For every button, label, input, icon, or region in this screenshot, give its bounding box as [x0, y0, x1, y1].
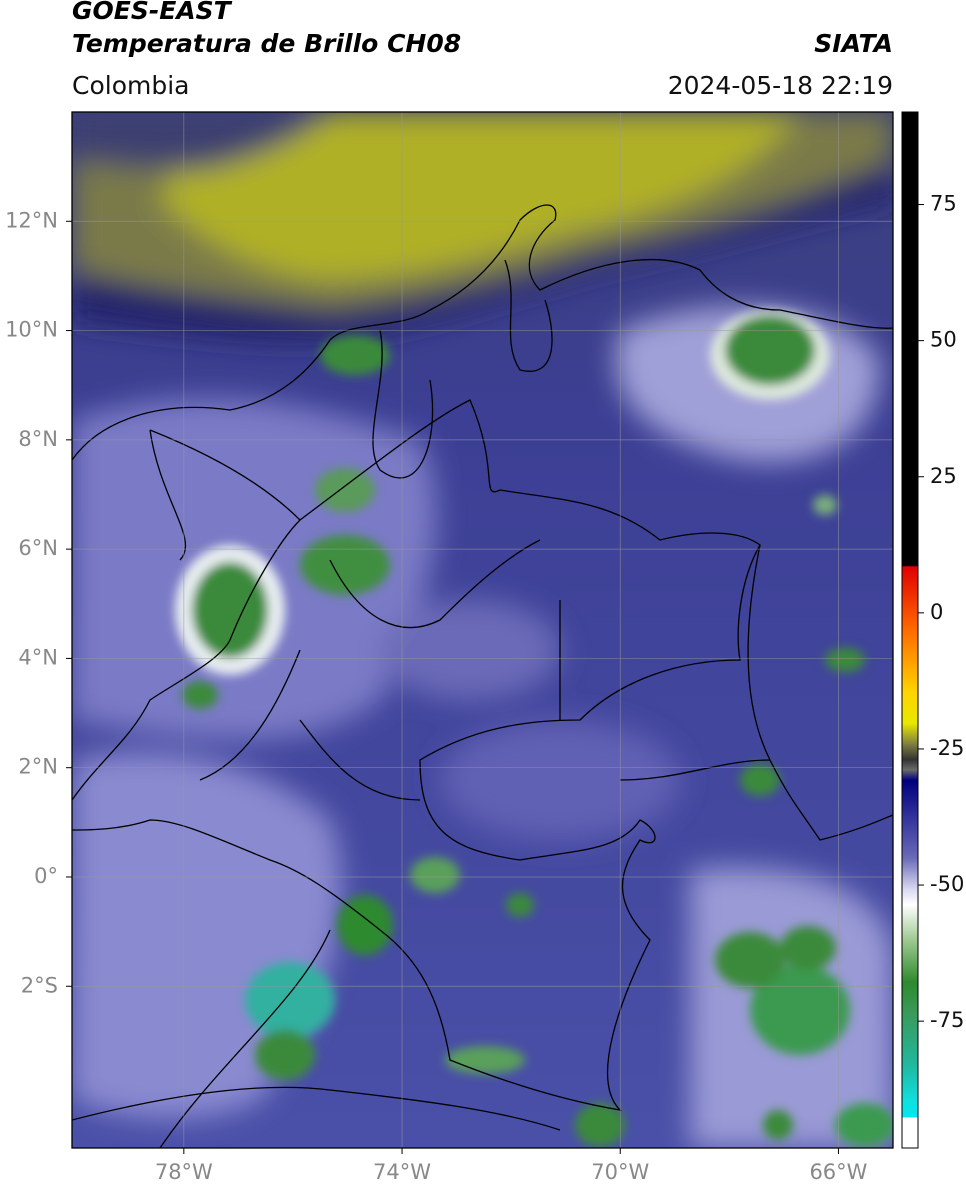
satellite-image [72, 112, 893, 1148]
colorbar-label: 25 [930, 464, 957, 488]
y-tick-label: 4°N [18, 645, 58, 669]
source: SIATA [814, 29, 893, 58]
y-tick-label: 2°N [18, 755, 58, 779]
colorbar-label: 75 [930, 192, 957, 216]
subtitle: Temperatura de Brillo CH08 [72, 29, 461, 58]
datetime: 2024-05-18 22:19 [668, 71, 893, 100]
x-tick-label: 70°W [591, 1160, 649, 1184]
y-tick-label: 2°S [21, 973, 58, 997]
x-tick-label: 74°W [373, 1160, 431, 1184]
colorbar-label: 0 [930, 600, 943, 624]
x-tick-label: 66°W [809, 1160, 867, 1184]
borders [72, 204, 893, 1148]
colorbar [901, 111, 919, 1149]
colorbar-label: -50 [930, 872, 964, 896]
colorbar-label: 50 [930, 328, 957, 352]
colorbar-label: -75 [930, 1008, 964, 1032]
title: GOES-EAST [72, 0, 233, 25]
colorbar-label: -25 [930, 736, 964, 760]
x-tick-label: 78°W [155, 1160, 213, 1184]
y-tick-label: 6°N [18, 536, 58, 560]
graticule [72, 112, 893, 1148]
y-tick-label: 12°N [5, 208, 58, 232]
region: Colombia [72, 71, 189, 100]
y-tick-label: 0° [34, 864, 58, 888]
y-tick-label: 8°N [18, 427, 58, 451]
y-tick-label: 10°N [5, 318, 58, 342]
map-frame [71, 111, 894, 1149]
